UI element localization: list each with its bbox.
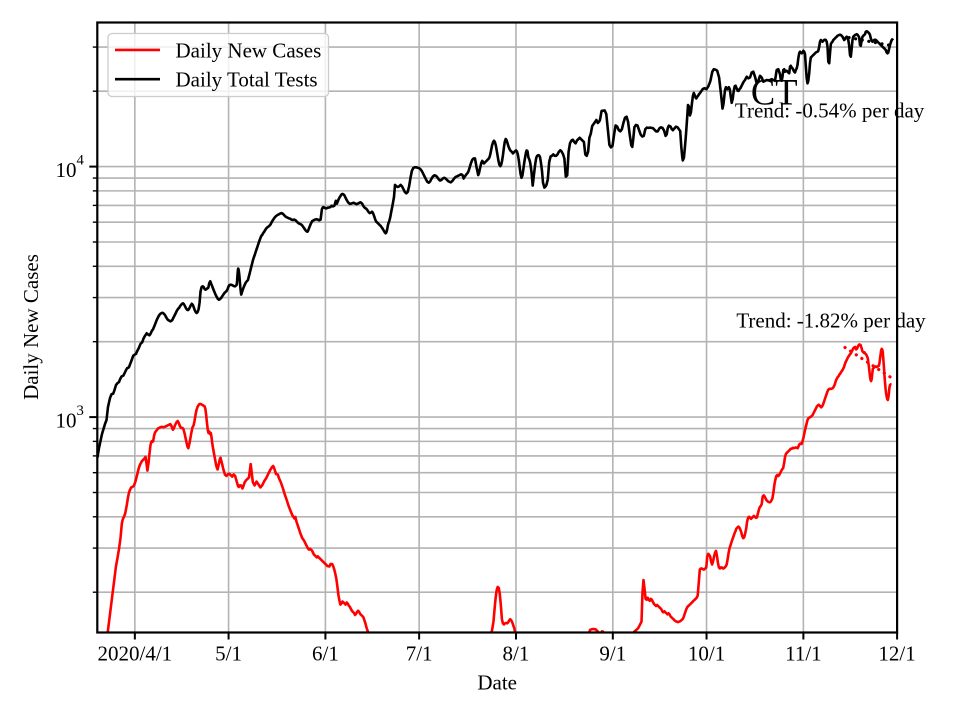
svg-text:Daily New Cases: Daily New Cases [19, 254, 43, 400]
svg-text:8/1: 8/1 [503, 642, 530, 666]
svg-text:11/1: 11/1 [785, 642, 822, 666]
svg-text:Date: Date [477, 670, 517, 694]
svg-text:9/1: 9/1 [599, 642, 626, 666]
svg-text:6/1: 6/1 [312, 642, 339, 666]
svg-text:5/1: 5/1 [215, 642, 242, 666]
svg-text:2020/4/1: 2020/4/1 [98, 642, 173, 666]
svg-text:Daily Total Tests: Daily Total Tests [176, 68, 318, 92]
svg-text:Trend: -0.54% per day: Trend: -0.54% per day [735, 98, 925, 122]
svg-text:Daily New Cases: Daily New Cases [176, 38, 322, 62]
svg-text:CT: CT [751, 72, 798, 113]
svg-text:7/1: 7/1 [406, 642, 433, 666]
svg-text:Trend: -1.82% per day: Trend: -1.82% per day [736, 309, 926, 333]
svg-text:12/1: 12/1 [878, 642, 915, 666]
svg-text:10/1: 10/1 [688, 642, 725, 666]
